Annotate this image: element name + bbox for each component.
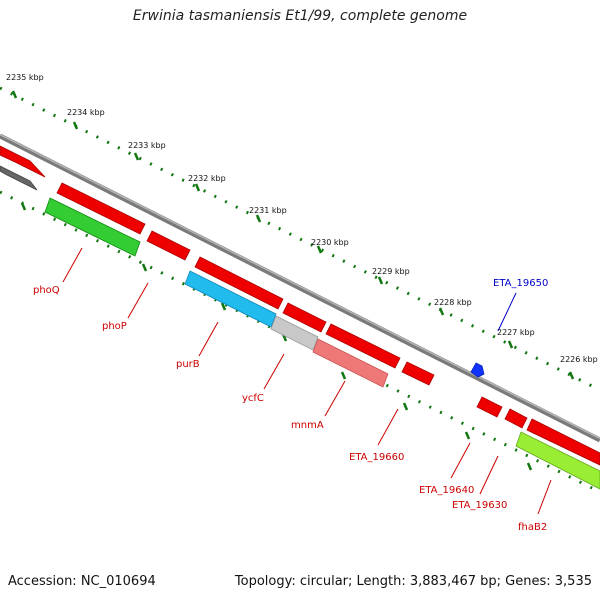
gene-bar <box>476 396 503 418</box>
tick-label: 2231 kbp <box>249 206 287 215</box>
gene-label-mnma: mnmA <box>291 420 324 431</box>
gene-label-eta-19640: ETA_19640 <box>419 485 474 496</box>
tick-label: 2226 kbp <box>560 355 598 364</box>
gene-bar <box>184 270 277 328</box>
genome-summary-text: Topology: circular; Length: 3,883,467 bp… <box>234 574 592 589</box>
gene-label-ycfc: ycfC <box>242 393 264 404</box>
gene-bar <box>56 182 146 235</box>
tick-label: 2229 kbp <box>372 267 410 276</box>
gene-bar <box>146 230 191 261</box>
tick-label: 2235 kbp <box>6 73 44 82</box>
gene-bar <box>325 323 401 369</box>
tick-labels: 2235 kbp 2234 kbp 2233 kbp 2232 kbp 2231… <box>6 73 598 364</box>
gene-bar <box>0 165 38 191</box>
gene-marker <box>470 362 485 378</box>
gene-bar <box>515 431 600 490</box>
tick-label: 2233 kbp <box>128 141 166 150</box>
major-ticks <box>11 90 575 380</box>
gene-bar <box>526 418 600 466</box>
gene-bar <box>312 338 389 388</box>
tick-label: 2227 kbp <box>497 328 535 337</box>
gene-features <box>0 145 600 490</box>
tick-label: 2230 kbp <box>311 238 349 247</box>
map-title: Erwinia tasmaniensis Et1/99, complete ge… <box>132 8 468 24</box>
tick-label: 2234 kbp <box>67 108 105 117</box>
gene-label-eta-19630: ETA_19630 <box>452 500 507 511</box>
gene-label-purb: purB <box>176 359 200 370</box>
gene-label-eta-19660: ETA_19660 <box>349 452 404 463</box>
gene-bar <box>0 145 46 178</box>
accession-text: Accession: NC_010694 <box>8 574 156 589</box>
gene-bar <box>44 197 141 257</box>
gene-labels: phoQ phoP purB ycfC mnmA ETA_19660 ETA_1… <box>33 278 548 533</box>
label-leaders <box>62 247 552 515</box>
gene-bar <box>401 361 435 386</box>
tick-label: 2228 kbp <box>434 298 472 307</box>
gene-label-phoq: phoQ <box>33 285 60 296</box>
gene-label-phop: phoP <box>102 321 127 332</box>
gene-bar <box>282 302 327 333</box>
inner-major-ticks <box>20 202 533 471</box>
gene-label-fhab2: fhaB2 <box>518 522 547 533</box>
tick-label: 2232 kbp <box>188 174 226 183</box>
gene-label-eta-19650: ETA_19650 <box>493 278 548 289</box>
gene-bar <box>194 256 284 310</box>
genome-backbone <box>0 133 600 443</box>
gene-bar <box>270 315 319 351</box>
gene-bar <box>504 408 528 429</box>
